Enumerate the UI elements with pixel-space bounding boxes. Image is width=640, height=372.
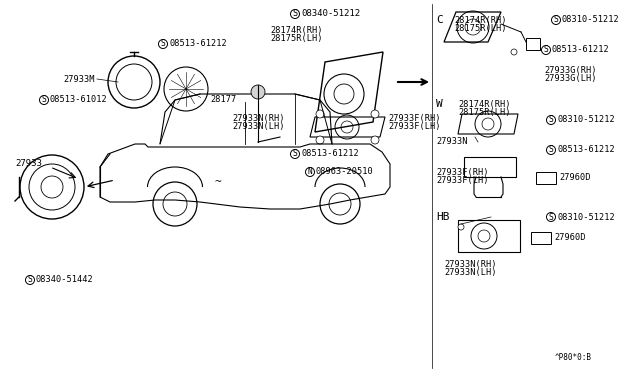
Text: S: S [543,45,548,55]
Text: 08340-51212: 08340-51212 [301,10,360,19]
Text: 27933: 27933 [15,160,42,169]
Text: 27933N: 27933N [436,138,467,147]
Text: 27960D: 27960D [559,173,591,183]
Text: 27960D: 27960D [554,234,586,243]
Text: ^P80*0:B: ^P80*0:B [555,353,592,362]
Text: S: S [554,16,558,25]
Text: HB: HB [436,212,449,222]
Text: 27933F(RH): 27933F(RH) [388,113,440,122]
Circle shape [511,49,517,55]
Text: 08513-61212: 08513-61212 [169,39,227,48]
Text: 28175R(LH): 28175R(LH) [270,35,323,44]
Text: S: S [548,212,554,221]
Text: 27933G(LH): 27933G(LH) [544,74,596,83]
Text: 27933N(LH): 27933N(LH) [444,269,497,278]
Circle shape [371,136,379,144]
Text: 28174R(RH): 28174R(RH) [458,99,511,109]
Text: 08310-51212: 08310-51212 [557,212,615,221]
Text: 08513-61212: 08513-61212 [552,45,610,55]
Text: 08310-51212: 08310-51212 [557,115,615,125]
Text: ~: ~ [214,177,221,187]
Text: 27933N(LH): 27933N(LH) [232,122,285,131]
Text: 08513-61212: 08513-61212 [557,145,615,154]
Text: 27933M: 27933M [63,74,95,83]
Text: N: N [308,167,312,176]
Text: 28175R(LH): 28175R(LH) [454,25,506,33]
Text: 08340-51442: 08340-51442 [36,276,93,285]
Text: S: S [28,276,33,285]
Text: 27933F(RH): 27933F(RH) [436,167,488,176]
Text: S: S [161,39,165,48]
Text: S: S [42,96,46,105]
Text: 08310-51212: 08310-51212 [562,16,620,25]
Text: 08963-20510: 08963-20510 [316,167,374,176]
Text: S: S [548,115,554,125]
Circle shape [251,85,265,99]
Circle shape [316,136,324,144]
Text: S: S [292,150,298,158]
Text: 28177: 28177 [210,96,236,105]
Text: 27933N(RH): 27933N(RH) [232,113,285,122]
Text: S: S [292,10,298,19]
Text: 28174R(RH): 28174R(RH) [270,26,323,35]
Text: C: C [436,15,443,25]
Text: 08513-61012: 08513-61012 [50,96,108,105]
Circle shape [458,224,464,230]
Text: 28174R(RH): 28174R(RH) [454,16,506,25]
Text: 27933F(LH): 27933F(LH) [436,176,488,186]
Circle shape [371,110,379,118]
Text: 27933G(RH): 27933G(RH) [544,65,596,74]
Text: 27933F(LH): 27933F(LH) [388,122,440,131]
Text: 08513-61212: 08513-61212 [301,150,359,158]
Text: S: S [548,145,554,154]
Text: W: W [436,99,443,109]
Text: 28175R(LH): 28175R(LH) [458,109,511,118]
Text: 27933N(RH): 27933N(RH) [444,260,497,269]
Circle shape [316,110,324,118]
